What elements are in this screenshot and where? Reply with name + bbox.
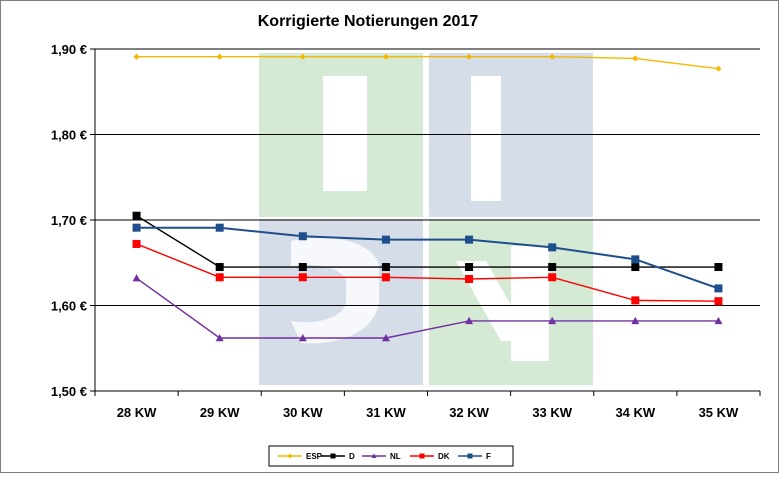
series-line-esp: [136, 55, 719, 70]
chart-title: Korrigierte Notierungen 2017: [258, 13, 479, 30]
data-point-nl: [465, 316, 474, 325]
data-point-d: [132, 211, 141, 220]
grid-lines: [95, 48, 760, 306]
data-point-dk: [548, 273, 557, 282]
data-point-esp: [715, 65, 722, 72]
logo-letter-s: [291, 237, 379, 344]
data-point-d: [381, 263, 390, 272]
legend-marker-dk: [419, 453, 425, 459]
legend-label-esp: ESP: [306, 452, 323, 461]
data-point-dk: [215, 273, 224, 282]
data-point-dk: [465, 274, 474, 283]
series-group: [132, 53, 723, 342]
x-tick-label: 28 KW: [117, 405, 157, 420]
series-line-d: [136, 215, 719, 268]
data-point-f: [465, 235, 474, 244]
legend-marker-f: [467, 453, 473, 459]
data-point-d: [215, 263, 224, 272]
y-axis-ticks: 1,50 € 1,60 € 1,70 € 1,80 € 1,90 €: [51, 42, 95, 399]
data-point-f: [381, 235, 390, 244]
data-point-esp: [466, 53, 473, 60]
series-f: [132, 223, 723, 293]
y-tick-label: 1,50 €: [51, 384, 87, 399]
data-point-d: [548, 263, 557, 272]
x-tick-label: 34 KW: [615, 405, 655, 420]
data-point-f: [298, 232, 307, 241]
data-point-esp: [382, 53, 389, 60]
legend-label-d: D: [349, 452, 355, 461]
legend-label-nl: NL: [390, 452, 401, 461]
y-tick-label: 1,60 €: [51, 299, 87, 314]
data-point-dk: [714, 297, 723, 306]
data-point-nl: [631, 316, 640, 325]
legend-label-f: F: [486, 452, 491, 461]
data-point-nl: [132, 274, 141, 282]
data-point-dk: [132, 239, 141, 248]
data-point-esp: [549, 53, 556, 60]
series-d: [132, 211, 723, 272]
data-point-dk: [631, 296, 640, 305]
data-point-dk: [381, 273, 390, 282]
y-tick-label: 1,70 €: [51, 213, 87, 228]
data-point-esp: [133, 53, 140, 60]
legend-label-dk: DK: [438, 452, 450, 461]
data-point-d: [631, 263, 640, 272]
y-tick-label: 1,80 €: [51, 128, 87, 143]
data-point-nl: [215, 333, 224, 342]
series-line-nl: [136, 277, 719, 339]
data-point-f: [714, 284, 723, 293]
data-point-nl: [298, 333, 307, 342]
series-esp: [133, 53, 722, 72]
legend-marker-nl: [371, 453, 377, 458]
legend: ESP D NL DK F: [268, 445, 514, 467]
data-point-esp: [216, 53, 223, 60]
y-tick-label: 1,90 €: [51, 42, 87, 57]
data-point-f: [215, 223, 224, 232]
x-tick-label: 31 KW: [366, 405, 406, 420]
x-tick-label: 33 KW: [532, 405, 572, 420]
x-axis-ticks: 28 KW 29 KW 30 KW 31 KW 32 KW 33 KW 34 KW 35 KW: [94, 391, 761, 420]
data-point-nl: [714, 316, 723, 325]
x-tick-label: 35 KW: [699, 405, 739, 420]
series-nl: [132, 274, 723, 342]
series-line-f: [136, 226, 719, 290]
isn-logo-watermark: [259, 53, 593, 385]
data-point-esp: [299, 53, 306, 60]
logo-letter-n: [456, 76, 549, 361]
logo-letter-i: [323, 76, 367, 191]
data-point-nl: [548, 316, 557, 325]
data-point-f: [132, 223, 141, 232]
data-point-d: [298, 263, 307, 272]
data-point-dk: [298, 273, 307, 282]
legend-marker-esp: [287, 453, 293, 459]
data-point-d: [465, 263, 474, 272]
data-point-f: [631, 255, 640, 264]
x-tick-label: 30 KW: [283, 405, 323, 420]
data-point-d: [714, 263, 723, 272]
data-point-esp: [632, 55, 639, 62]
x-tick-label: 29 KW: [200, 405, 240, 420]
legend-box: [268, 445, 514, 467]
data-point-nl: [381, 333, 390, 342]
data-point-f: [548, 243, 557, 252]
series-line-dk: [136, 243, 719, 302]
legend-marker-d: [330, 453, 336, 459]
x-tick-label: 32 KW: [449, 405, 489, 420]
series-dk: [132, 239, 723, 306]
